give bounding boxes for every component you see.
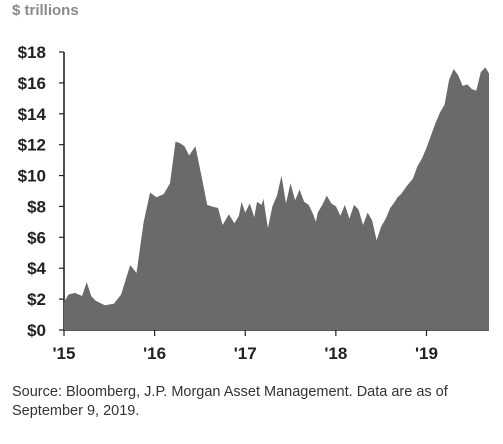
x-tick-label: '17 <box>234 344 257 363</box>
y-axis: $0 $2 $4 $6 $8 $10 $12 $14 $16 $18 <box>18 43 65 340</box>
x-tick-label: '16 <box>143 344 166 363</box>
y-tick-label: $0 <box>27 321 46 340</box>
x-tick-label: '15 <box>53 344 76 363</box>
x-tick-label: '18 <box>324 344 347 363</box>
y-tick-label: $18 <box>18 43 46 62</box>
y-tick-label: $10 <box>18 167 46 186</box>
y-tick-label: $8 <box>27 197 46 216</box>
x-axis: '15 '16 '17 '18 '19 <box>53 329 489 363</box>
x-tick-label: '19 <box>415 344 438 363</box>
plot-area <box>64 67 489 331</box>
y-tick-label: $12 <box>18 136 46 155</box>
y-tick-label: $14 <box>18 105 47 124</box>
source-note: Source: Bloomberg, J.P. Morgan Asset Man… <box>12 384 448 419</box>
chart: $0$2$4$6$8$10$12$14$16$18 '15'16'17'18'1… <box>18 43 489 363</box>
unit-label: $ trillions <box>12 2 79 19</box>
y-tick-label: $4 <box>27 259 46 278</box>
y-tick-label: $6 <box>27 228 46 247</box>
y-tick-label: $16 <box>18 74 46 93</box>
area-series-0 <box>64 67 489 331</box>
y-tick-label: $2 <box>27 290 46 309</box>
